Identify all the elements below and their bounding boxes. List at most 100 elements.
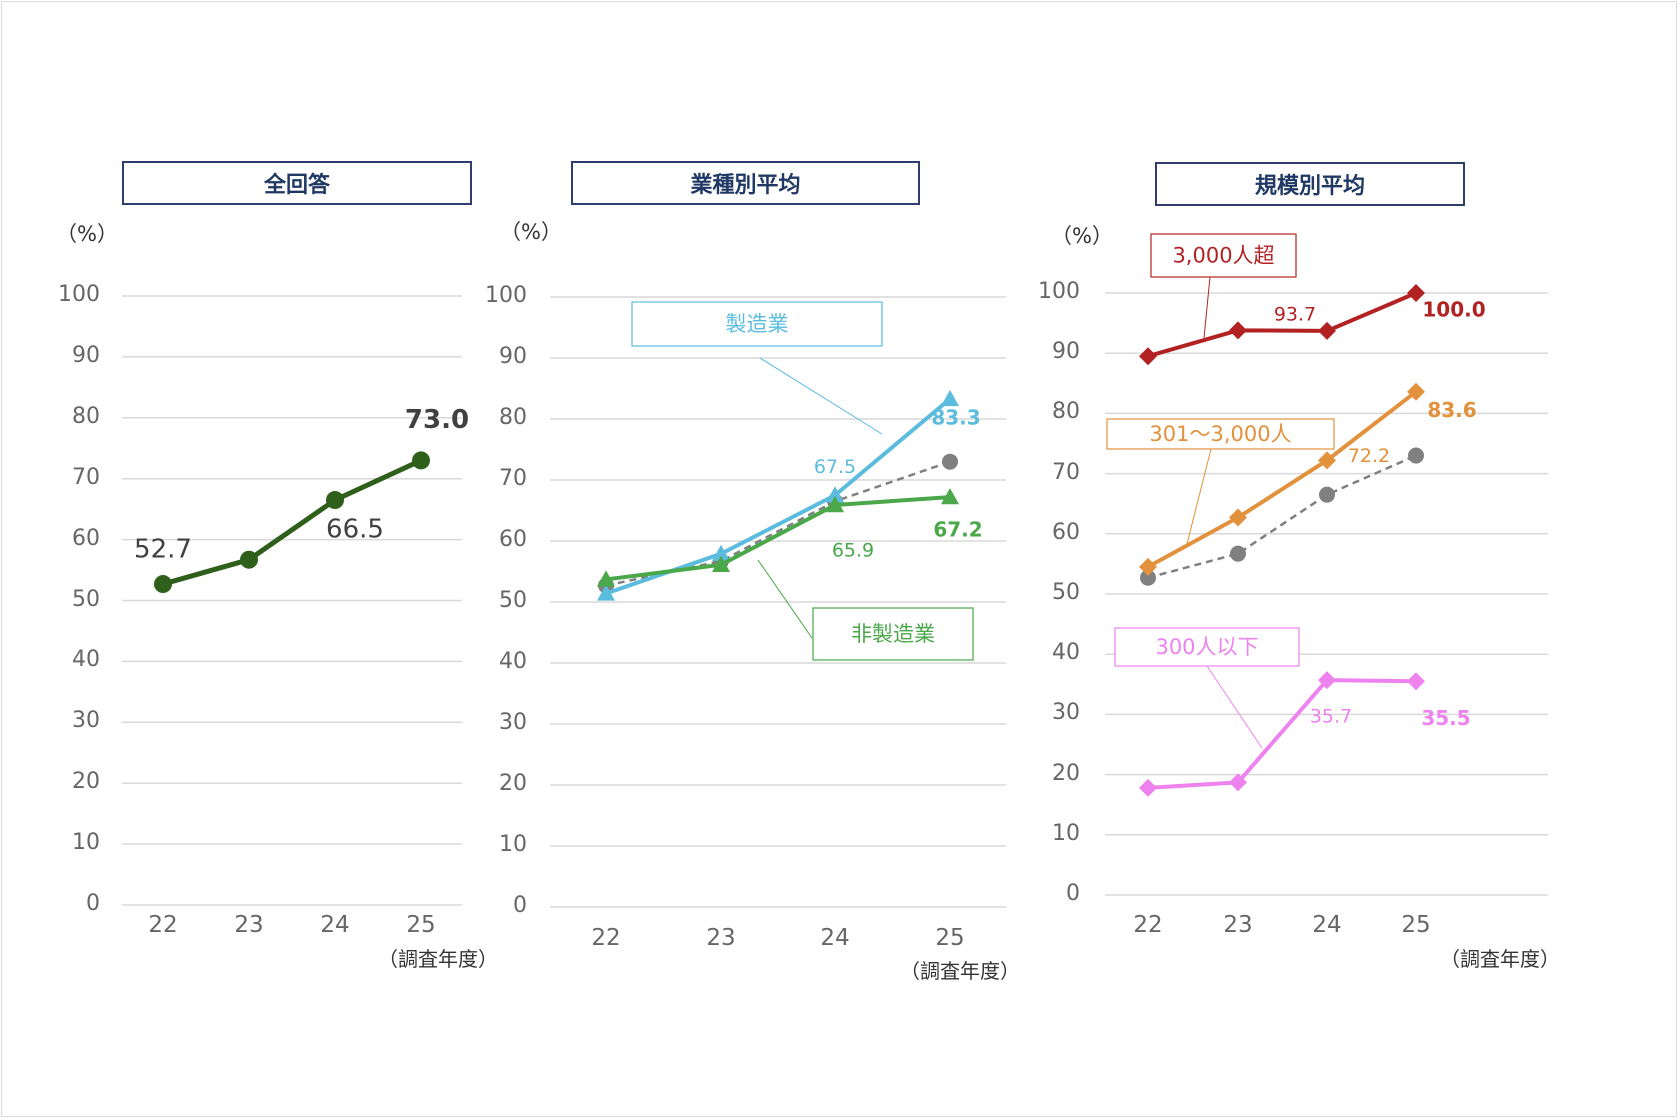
- series-2-1-point-3: [826, 486, 844, 503]
- x-tick-label-1-23: 23: [234, 912, 264, 938]
- series-3-2-point-1: [1139, 557, 1157, 576]
- y-tick-label-2-60: 60: [499, 527, 527, 552]
- y-tick-label-2-30: 30: [499, 710, 527, 735]
- series-1-1-point-3: [326, 491, 344, 510]
- panel-title-size-average: 規模別平均: [1155, 162, 1465, 206]
- legend-label-2-1: 製造業: [726, 312, 789, 336]
- y-tick-label-3-50: 50: [1052, 580, 1080, 605]
- y-tick-label-3-30: 30: [1052, 700, 1080, 726]
- series-3-1-point-1: [1139, 347, 1157, 366]
- series-2-1-point-4: [941, 389, 959, 407]
- series-3-4-point-1: [1140, 569, 1156, 586]
- y-tick-label-1-10: 10: [72, 830, 100, 856]
- y-tick-label-1-80: 80: [72, 403, 100, 429]
- y-tick-label-3-70: 70: [1052, 459, 1080, 485]
- series-2-2-label-4: 67.2: [933, 518, 982, 542]
- y-tick-label-2-20: 20: [499, 771, 527, 796]
- legend-label-3-1: 3,000人超: [1172, 244, 1274, 268]
- unit-label-panel-1: （%）: [56, 222, 118, 246]
- y-tick-label-1-70: 70: [72, 464, 100, 490]
- unit-label-panel-2: （%）: [500, 220, 562, 244]
- legend-label-2-2: 非製造業: [851, 622, 935, 646]
- y-tick-label-2-100: 100: [485, 283, 527, 308]
- legend-leader-2-2: [757, 559, 813, 639]
- x-tick-label-2-23: 23: [706, 925, 736, 951]
- series-3-1-label-4: 100.0: [1422, 298, 1485, 322]
- legend-box-2-1: [631, 301, 883, 347]
- series-3-2-label-3: 72.2: [1348, 445, 1390, 467]
- series-3-2-line: [1147, 390, 1418, 569]
- series-3-3-point-1: [1139, 778, 1157, 797]
- legend-box-2-2: [812, 607, 974, 661]
- series-3-2-label-4: 83.6: [1427, 398, 1476, 422]
- x-tick-label-2-22: 22: [591, 925, 621, 951]
- series-3-4-point-4: [1408, 447, 1424, 464]
- series-1-1-label-4: 73.0: [405, 405, 469, 435]
- series-3-1-point-2: [1229, 321, 1247, 340]
- y-tick-label-3-90: 90: [1052, 339, 1080, 365]
- series-2-1-label-4: 83.3: [931, 405, 980, 429]
- series-2-2-point-4: [941, 488, 959, 505]
- y-tick-label-3-80: 80: [1052, 399, 1080, 425]
- x-tick-label-3-25: 25: [1401, 912, 1431, 938]
- series-2-2-label-3: 65.9: [832, 540, 874, 562]
- y-tick-label-1-20: 20: [72, 769, 100, 795]
- legend-leader-3-1: [1203, 276, 1211, 339]
- y-tick-label-3-20: 20: [1052, 760, 1080, 786]
- series-2-1-point-1: [597, 584, 615, 601]
- y-tick-label-2-40: 40: [499, 649, 527, 674]
- x-tick-label-1-22: 22: [148, 912, 178, 938]
- legend-leader-3-2: [1186, 448, 1212, 545]
- series-3-4-point-3: [1319, 486, 1335, 503]
- series-1-1-label-3: 66.5: [326, 515, 384, 545]
- x-axis-note-panel-3: （調査年度）: [1440, 947, 1560, 971]
- series-2-3-line: [605, 460, 951, 587]
- legend-label-3-3: 300人以下: [1155, 635, 1258, 659]
- x-axis-note-panel-1: （調査年度）: [378, 947, 498, 971]
- y-tick-label-3-60: 60: [1052, 519, 1080, 545]
- y-tick-label-3-100: 100: [1038, 279, 1080, 304]
- y-tick-label-2-90: 90: [499, 344, 527, 369]
- y-tick-label-2-80: 80: [499, 405, 527, 430]
- series-1-1-point-2: [240, 550, 258, 569]
- series-2-1-point-2: [712, 544, 730, 562]
- y-tick-label-1-60: 60: [72, 525, 100, 551]
- y-tick-label-1-50: 50: [72, 586, 100, 612]
- series-1-1-label-1: 52.7: [134, 535, 192, 565]
- x-tick-label-2-24: 24: [820, 925, 850, 951]
- panel-title-all-responses: 全回答: [122, 161, 472, 205]
- series-3-3-point-2: [1229, 773, 1247, 792]
- legend-leader-3-3: [1206, 665, 1263, 749]
- series-2-3-point-4: [942, 453, 958, 470]
- y-tick-label-1-30: 30: [72, 708, 100, 734]
- series-3-4-line: [1147, 454, 1417, 579]
- legend-leader-2-1: [759, 357, 883, 435]
- y-tick-label-3-10: 10: [1052, 820, 1080, 846]
- y-tick-label-1-0: 0: [86, 891, 100, 916]
- series-3-1-point-4: [1407, 284, 1425, 302]
- series-1-1-line: [162, 458, 423, 587]
- series-3-3-label-3: 35.7: [1310, 706, 1352, 728]
- series-3-1-label-3: 93.7: [1274, 303, 1316, 325]
- series-1-1-point-1: [154, 575, 172, 594]
- y-tick-label-2-0: 0: [513, 893, 527, 918]
- x-axis-note-panel-2: （調査年度）: [900, 959, 1020, 983]
- series-3-1-point-3: [1318, 321, 1336, 340]
- series-3-1-line: [1147, 291, 1417, 359]
- series-2-2-point-2: [712, 555, 730, 572]
- unit-label-panel-3: （%）: [1051, 224, 1113, 248]
- legend-label-3-2: 301～3,000人: [1149, 422, 1291, 446]
- x-tick-label-1-25: 25: [406, 912, 436, 938]
- x-tick-label-2-25: 25: [935, 925, 965, 951]
- series-2-2-point-1: [597, 570, 615, 587]
- series-1-1-point-4: [412, 451, 430, 470]
- series-3-3-line: [1147, 678, 1417, 790]
- y-tick-label-1-90: 90: [72, 342, 100, 368]
- series-3-2-point-2: [1229, 508, 1247, 527]
- series-2-1-line: [605, 397, 952, 596]
- y-tick-label-1-100: 100: [58, 282, 100, 307]
- y-tick-label-2-50: 50: [499, 588, 527, 613]
- legend-box-3-3: [1114, 627, 1300, 667]
